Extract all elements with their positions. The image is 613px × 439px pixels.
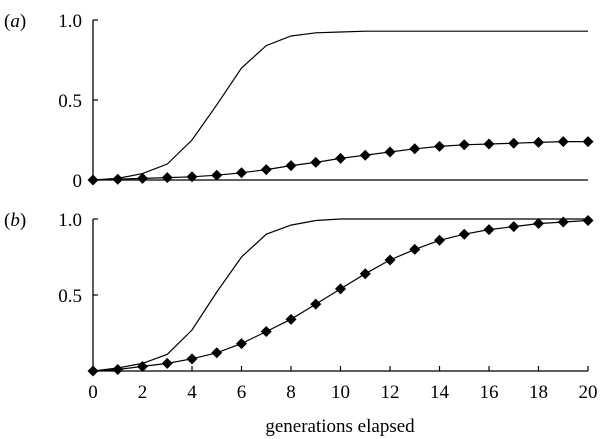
panel-b-series-2-point-16 <box>483 224 495 236</box>
panel-a-series-2-point-5 <box>211 169 223 181</box>
panel-b-xtick-label-18: 18 <box>529 382 548 403</box>
panel-b-series-1-line <box>92 218 588 372</box>
panel-b-series-2-point-7 <box>260 325 272 337</box>
panel-b-series-2-point-4 <box>186 353 198 365</box>
panel-b-label: (b) <box>4 210 26 231</box>
panel-a-ytick-label-1.0: 1.0 <box>58 11 82 32</box>
panel-b-series-2-point-10 <box>335 283 346 295</box>
panel-b-xtick-label-0: 0 <box>88 382 98 403</box>
panel-a-series-1-line <box>92 30 588 181</box>
panel-a-series-2-point-13 <box>409 143 421 155</box>
panel-b-series-2-point-2 <box>137 360 148 372</box>
panel-b-ytick-label-1.0: 1.0 <box>58 210 82 231</box>
panel-a-series-2-point-0 <box>87 174 99 186</box>
panel-b-xtick-label-10: 10 <box>331 382 350 403</box>
panel-b-series-2-point-11 <box>359 268 371 280</box>
panel-a-series-2-point-7 <box>260 164 272 176</box>
panel-a-series-2-point-2 <box>137 172 148 184</box>
panel-a-series-2-point-15 <box>458 139 470 151</box>
panel-b: (b) 1.0 0.5 0 2 4 6 8 10 12 14 16 18 20 generation… <box>4 210 598 437</box>
panel-a-plot-area <box>87 30 594 186</box>
panel-a-series-2-point-4 <box>186 171 198 183</box>
x-axis-title: generations elapsed <box>265 416 415 437</box>
panel-a-series-2-point-18 <box>533 136 544 148</box>
panel-b-series-2-point-20 <box>582 215 594 227</box>
panel-b-series-2-point-17 <box>508 221 520 233</box>
panel-b-series-2-point-6 <box>236 338 247 350</box>
panel-b-series-2-point-3 <box>161 357 173 369</box>
panel-b-series-2-point-1 <box>112 363 124 375</box>
panel-a-series-2-point-11 <box>359 149 371 161</box>
panel-b-plot-area <box>87 215 594 377</box>
panel-a-ytick-label-0.5: 0.5 <box>58 91 82 112</box>
panel-b-xtick-label-14: 14 <box>430 382 450 403</box>
panel-b-xtick-label-8: 8 <box>286 382 296 403</box>
panel-b-ytick-label-0.5: 0.5 <box>58 286 82 307</box>
panel-b-series-2-point-13 <box>409 243 421 255</box>
panel-b-xtick-label-20: 20 <box>579 382 598 403</box>
panel-a-series-2-point-3 <box>161 172 173 184</box>
panel-b-xtick-label-6: 6 <box>237 382 247 403</box>
panel-a-series-2-point-12 <box>384 146 396 158</box>
panel-b-xtick-label-16: 16 <box>480 382 499 403</box>
panel-a-ytick-label-0: 0 <box>73 171 83 192</box>
panel-a-series-2-point-14 <box>434 140 445 152</box>
panel-a-series-2-point-9 <box>310 156 322 168</box>
panel-a-series-2-point-17 <box>508 137 520 149</box>
panel-b-series-2-point-15 <box>458 228 470 240</box>
panel-b-series-2-point-5 <box>211 347 223 359</box>
panel-b-series-2-point-14 <box>434 234 445 246</box>
panel-b-series-2-point-18 <box>533 218 544 230</box>
panel-a-series-2-point-20 <box>582 136 594 148</box>
panel-b-series-2-point-8 <box>285 313 297 325</box>
panel-a-series-2-point-1 <box>112 173 124 185</box>
panel-b-series-2-line <box>92 219 589 372</box>
panel-b-series-2-point-9 <box>310 298 322 310</box>
panel-a-series-2-point-10 <box>335 152 346 164</box>
panel-a-series-2-point-19 <box>557 136 569 148</box>
panel-a-label: (a) <box>4 11 26 32</box>
panel-a-series-2-point-16 <box>483 138 495 150</box>
panel-a: (a) 1.0 0.5 0 <box>4 11 594 192</box>
panel-a-series-2-point-6 <box>236 167 247 179</box>
panel-a-series-2-point-8 <box>285 160 297 172</box>
panel-b-series-2-point-0 <box>87 365 99 377</box>
panel-b-xtick-label-4: 4 <box>187 382 197 403</box>
panel-b-xtick-label-2: 2 <box>138 382 148 403</box>
panel-b-series-2-point-19 <box>557 216 569 228</box>
panel-b-series-2-point-12 <box>384 254 396 266</box>
panel-b-xtick-label-12: 12 <box>381 382 400 403</box>
